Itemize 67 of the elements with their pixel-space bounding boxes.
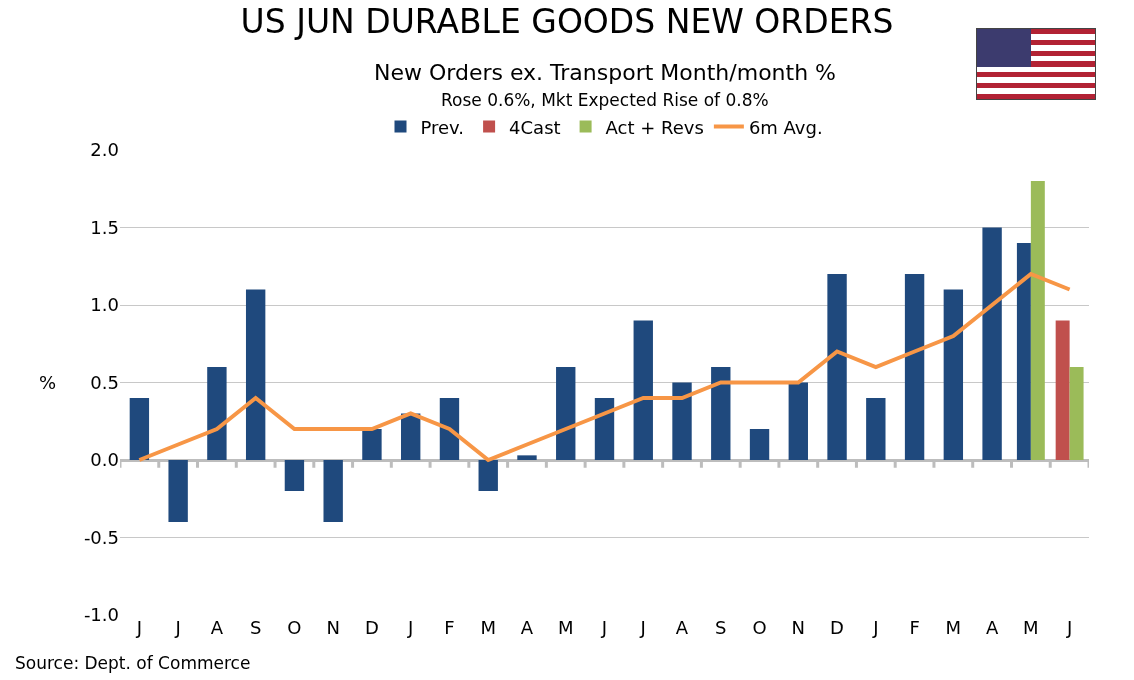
y-tick-label: -1.0 xyxy=(83,604,119,626)
x-tick-label: N xyxy=(326,617,340,638)
source-note: Source: Dept. of Commerce xyxy=(15,653,251,673)
bar xyxy=(439,398,460,460)
x-tick-label: J xyxy=(600,617,608,638)
legend-label: Act + Revs xyxy=(605,116,704,138)
bar xyxy=(788,382,808,460)
x-tick-label: F xyxy=(909,617,920,638)
y-tick-label: 0.5 xyxy=(90,371,119,393)
bar xyxy=(866,398,886,460)
bar xyxy=(943,289,964,460)
bar xyxy=(827,274,847,460)
legend-label: Prev. xyxy=(420,116,465,138)
x-tick-label: A xyxy=(520,617,534,638)
x-tick-label: M xyxy=(945,617,962,638)
legend-label: 6m Avg. xyxy=(748,116,823,138)
x-tick-label: J xyxy=(1065,617,1073,638)
bar xyxy=(1055,320,1070,460)
bar xyxy=(749,429,770,460)
bar xyxy=(517,455,537,460)
bar xyxy=(362,429,382,460)
bar xyxy=(1069,367,1084,460)
y-axis-title: % xyxy=(39,372,57,393)
x-tick-label: O xyxy=(287,617,302,638)
x-tick-label: A xyxy=(210,617,224,638)
bar xyxy=(1030,181,1045,460)
bar xyxy=(904,274,925,460)
x-tick-label: S xyxy=(715,617,727,638)
bar xyxy=(323,460,343,522)
x-tick-label: J xyxy=(407,617,414,638)
bar xyxy=(245,289,266,460)
bar xyxy=(982,227,1002,460)
y-tick-label: 0.0 xyxy=(90,449,119,471)
x-tick-label: S xyxy=(249,617,262,638)
x-tick-label: D xyxy=(830,617,844,638)
x-tick-label: J xyxy=(639,617,646,638)
x-tick-label: M xyxy=(1023,617,1039,638)
chart-subtitle: New Orders ex. Transport Month/month % Rose 0.6%, Mkt Expected Rise of 0.8% xyxy=(374,60,836,110)
bar xyxy=(633,320,653,460)
x-tick-label: A xyxy=(985,617,999,638)
x-tick-label: N xyxy=(791,617,806,638)
bar xyxy=(129,398,150,460)
x-tick-label: M xyxy=(480,617,496,638)
bar xyxy=(672,382,692,460)
bar xyxy=(711,367,731,460)
bar xyxy=(594,398,615,460)
y-tick-label: 1.5 xyxy=(90,216,119,238)
legend-label: 4Cast xyxy=(509,116,561,138)
x-tick-label: O xyxy=(752,617,767,638)
bar xyxy=(401,413,421,460)
x-tick-label: A xyxy=(675,617,689,638)
x-tick-label: F xyxy=(444,617,455,638)
bar xyxy=(207,367,227,460)
x-tick-label: M xyxy=(557,617,574,638)
y-tick-label: 1.0 xyxy=(90,294,119,316)
x-tick-label: D xyxy=(365,617,379,638)
y-tick-label: 2.0 xyxy=(90,139,119,161)
x-tick-label: J xyxy=(174,617,181,638)
bar xyxy=(168,460,188,522)
y-tick-label: -0.5 xyxy=(83,526,119,548)
line-series xyxy=(137,272,1072,462)
x-tick-label: J xyxy=(135,617,143,638)
x-tick-label: J xyxy=(872,617,879,638)
bar xyxy=(478,460,498,491)
bar xyxy=(556,367,576,460)
bar xyxy=(284,460,305,491)
chart-title: US JUN DURABLE GOODS NEW ORDERS xyxy=(240,2,894,42)
